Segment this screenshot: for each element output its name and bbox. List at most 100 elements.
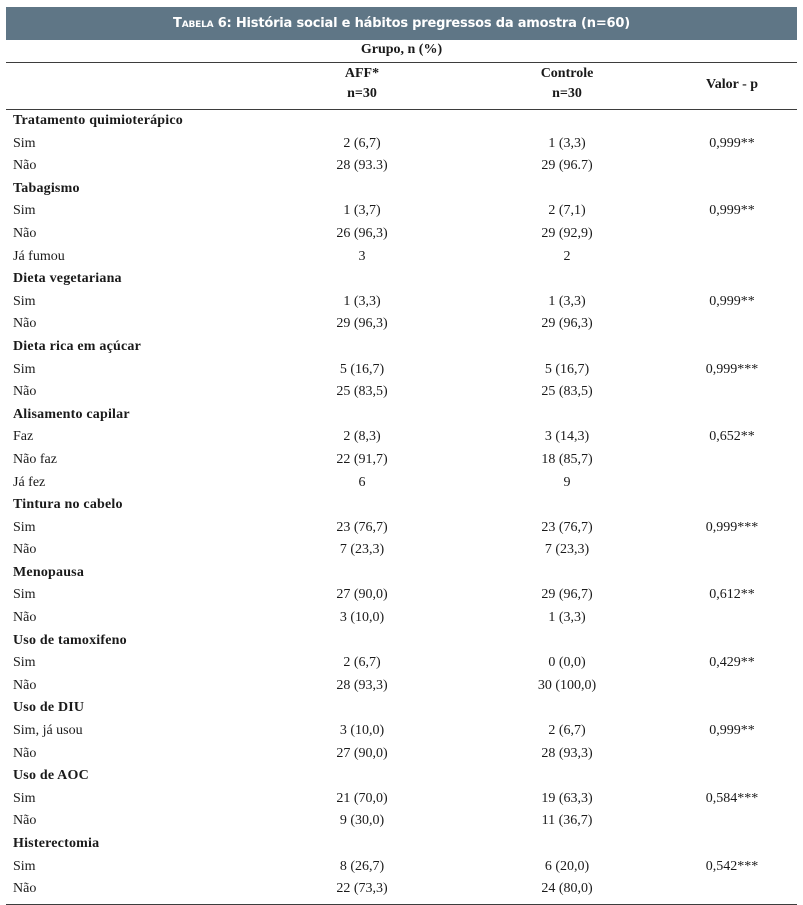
controle-value: 2 (6,7) xyxy=(548,723,586,739)
controle-value: 1 (3,3) xyxy=(548,293,586,309)
controle-value: 30 (100,0) xyxy=(537,677,597,693)
controle-value: 2 (7,1) xyxy=(548,203,586,219)
table-row: Não 27 (90,0) 28 (93,3) xyxy=(6,743,797,766)
row-label: Não xyxy=(13,610,37,626)
controle-value: 23 (76,7) xyxy=(541,519,593,535)
table-row: Não 22 (73,3) 24 (80,0) xyxy=(6,878,797,901)
aff-value: 3 (10,0) xyxy=(339,610,385,626)
row-label: Sim xyxy=(13,587,36,603)
aff-value: 6 xyxy=(358,474,366,490)
column-header-controle: Controle n=30 xyxy=(517,66,617,102)
table-row: Não 3 (10,0) 1 (3,3) xyxy=(6,607,797,630)
section-label: Uso de AOC xyxy=(13,768,89,784)
row-label: Não xyxy=(13,158,37,174)
table-row: Não 29 (96,3) 29 (96,3) xyxy=(6,313,797,336)
controle-value: 29 (96,7) xyxy=(541,587,593,603)
aff-value: 26 (96,3) xyxy=(336,225,388,241)
p-value: 0,999** xyxy=(709,203,755,219)
controle-value: 24 (80,0) xyxy=(541,881,593,897)
row-label: Não xyxy=(13,677,37,693)
section-label: Tintura no cabelo xyxy=(13,497,123,513)
table-row: Sim, já usou 3 (10,0) 2 (6,7) 0,999** xyxy=(6,720,797,743)
row-label: Faz xyxy=(13,429,34,445)
table-row: Faz 2 (8,3) 3 (14,3) 0,652** xyxy=(6,426,797,449)
table-row: Não 28 (93.3) 29 (96.7) xyxy=(6,155,797,178)
row-label: Sim xyxy=(13,293,36,309)
controle-value: 18 (85,7) xyxy=(541,451,593,467)
table-row: Sim 5 (16,7) 5 (16,7) 0,999*** xyxy=(6,359,797,382)
table-row: Sim 1 (3,3) 1 (3,3) 0,999** xyxy=(6,291,797,314)
p-value: 0,999*** xyxy=(705,519,759,535)
controle-value: 29 (92,9) xyxy=(541,225,593,241)
p-value: 0,652** xyxy=(709,429,755,445)
column-header-p-value: Valor - p xyxy=(705,77,759,92)
controle-value: 2 xyxy=(563,248,571,264)
section-label: Histerectomia xyxy=(13,836,100,851)
table-row: Sim 21 (70,0) 19 (63,3) 0,584*** xyxy=(6,788,797,811)
group-header: Grupo, n (%) xyxy=(360,42,443,57)
section-header-row: Menopausa xyxy=(6,562,797,585)
section-header-row: Dieta vegetariana xyxy=(6,268,797,291)
aff-value: 27 (90,0) xyxy=(336,587,388,603)
table-row: Sim 23 (76,7) 23 (76,7) 0,999*** xyxy=(6,517,797,540)
row-label: Não xyxy=(13,225,37,241)
p-value: 0,584*** xyxy=(705,790,759,806)
table-row: Sim 8 (26,7) 6 (20,0) 0,542*** xyxy=(6,856,797,879)
section-header-row: Histerectomia xyxy=(6,833,797,856)
table-row: Não 9 (30,0) 11 (36,7) xyxy=(6,810,797,833)
row-label: Sim xyxy=(13,655,36,671)
row-label: Sim xyxy=(13,203,36,219)
table-title-bar: Tabela 6: História social e hábitos preg… xyxy=(6,7,797,40)
group-header-row: Grupo, n (%) xyxy=(6,40,797,62)
p-value: 0,999*** xyxy=(705,361,759,377)
aff-value: 3 (10,0) xyxy=(339,723,385,739)
row-label: Não xyxy=(13,745,37,761)
row-label: Não xyxy=(13,384,37,400)
table-body: Tratamento quimioterápico Sim 2 (6,7) 1 (3,… xyxy=(6,110,797,901)
section-header-row: Uso de tamoxifeno xyxy=(6,630,797,653)
table-number: Tabela 6: xyxy=(173,16,232,31)
controle-value: 29 (96.7) xyxy=(541,158,593,174)
table-title: História social e hábitos pregressos da … xyxy=(235,16,630,31)
aff-value: 2 (6,7) xyxy=(343,655,381,671)
aff-value: 28 (93,3) xyxy=(336,677,388,693)
row-label: Já fez xyxy=(13,474,46,490)
controle-value: 7 (23,3) xyxy=(544,542,590,558)
table-row: Não 25 (83,5) 25 (83,5) xyxy=(6,381,797,404)
table-row: Não 26 (96,3) 29 (92,9) xyxy=(6,223,797,246)
p-value: 0,429** xyxy=(709,655,755,671)
row-label: Não xyxy=(13,316,37,332)
header-bottom-rule xyxy=(6,109,797,110)
row-label: Sim xyxy=(13,858,36,874)
aff-label: AFF* xyxy=(344,66,380,81)
column-header-row: AFF* n=30 Controle n=30 Valor - p xyxy=(6,63,797,109)
aff-value: 9 (30,0) xyxy=(339,813,385,829)
aff-value: 5 (16,7) xyxy=(339,361,385,377)
table-row: Sim 27 (90,0) 29 (96,7) 0,612** xyxy=(6,584,797,607)
table-row: Já fez 6 9 xyxy=(6,472,797,495)
controle-value: 1 (3,3) xyxy=(548,135,586,151)
p-value: 0,999** xyxy=(709,135,755,151)
section-label: Menopausa xyxy=(13,564,85,580)
controle-value: 9 xyxy=(563,474,571,490)
controle-label: Controle xyxy=(540,66,594,81)
p-value: 0,999** xyxy=(709,293,755,309)
controle-value: 11 (36,7) xyxy=(541,813,593,829)
row-label: Não xyxy=(13,881,37,897)
section-header-row: Uso de AOC xyxy=(6,765,797,788)
row-label: Sim, já usou xyxy=(13,723,83,739)
table-row: Não 7 (23,3) 7 (23,3) xyxy=(6,539,797,562)
controle-n-label: n=30 xyxy=(552,86,582,101)
table-row: Não faz 22 (91,7) 18 (85,7) xyxy=(6,449,797,472)
p-value: 0,999** xyxy=(709,723,755,739)
aff-value: 7 (23,3) xyxy=(339,542,385,558)
header-top-rule xyxy=(6,62,797,63)
column-header-aff: AFF* n=30 xyxy=(312,66,412,102)
section-label: Alisamento capilar xyxy=(13,406,130,422)
controle-value: 25 (83,5) xyxy=(541,384,593,400)
section-label: Dieta vegetariana xyxy=(13,271,122,287)
row-label: Já fumou xyxy=(13,248,65,264)
controle-value: 6 (20,0) xyxy=(544,858,590,874)
aff-value: 2 (8,3) xyxy=(343,429,381,445)
row-label: Sim xyxy=(13,361,36,377)
